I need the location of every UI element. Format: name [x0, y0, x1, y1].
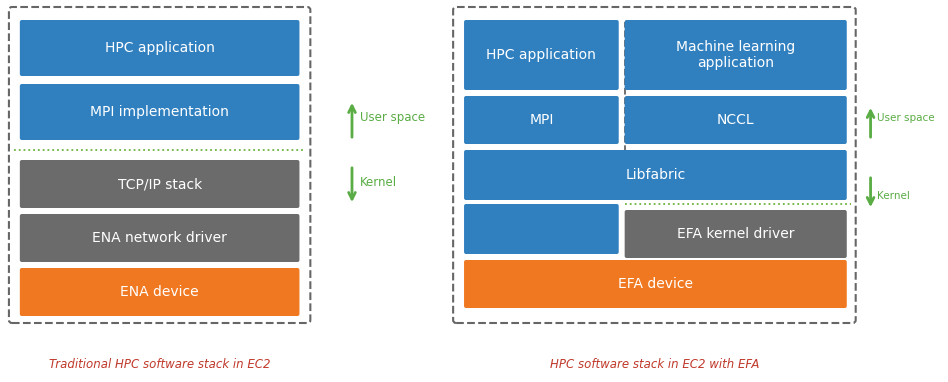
Text: ENA device: ENA device — [120, 285, 199, 299]
FancyBboxPatch shape — [20, 160, 300, 208]
Text: Kernel: Kernel — [877, 191, 909, 201]
Text: TCP/IP stack: TCP/IP stack — [118, 177, 202, 191]
FancyBboxPatch shape — [464, 96, 619, 144]
Text: MPI implementation: MPI implementation — [90, 105, 229, 119]
FancyBboxPatch shape — [625, 20, 847, 90]
FancyBboxPatch shape — [464, 204, 619, 254]
Text: Traditional HPC software stack in EC2: Traditional HPC software stack in EC2 — [49, 358, 270, 371]
Text: HPC application: HPC application — [104, 41, 214, 55]
FancyBboxPatch shape — [625, 210, 847, 258]
FancyBboxPatch shape — [20, 268, 300, 316]
FancyBboxPatch shape — [20, 20, 300, 76]
FancyBboxPatch shape — [625, 96, 847, 144]
Text: User space: User space — [360, 110, 425, 123]
FancyBboxPatch shape — [20, 214, 300, 262]
FancyBboxPatch shape — [464, 20, 619, 90]
FancyBboxPatch shape — [464, 150, 847, 200]
Text: HPC application: HPC application — [486, 48, 596, 62]
Text: EFA kernel driver: EFA kernel driver — [677, 227, 794, 241]
Text: ENA network driver: ENA network driver — [92, 231, 228, 245]
Text: MPI: MPI — [529, 113, 554, 127]
Text: EFA device: EFA device — [618, 277, 693, 291]
Text: HPC software stack in EC2 with EFA: HPC software stack in EC2 with EFA — [550, 358, 759, 371]
Text: Kernel: Kernel — [360, 175, 397, 188]
Text: Machine learning
application: Machine learning application — [676, 40, 795, 70]
Text: User space: User space — [877, 113, 934, 123]
Text: NCCL: NCCL — [717, 113, 755, 127]
FancyBboxPatch shape — [464, 260, 847, 308]
Text: Libfabric: Libfabric — [626, 168, 685, 182]
FancyBboxPatch shape — [20, 84, 300, 140]
